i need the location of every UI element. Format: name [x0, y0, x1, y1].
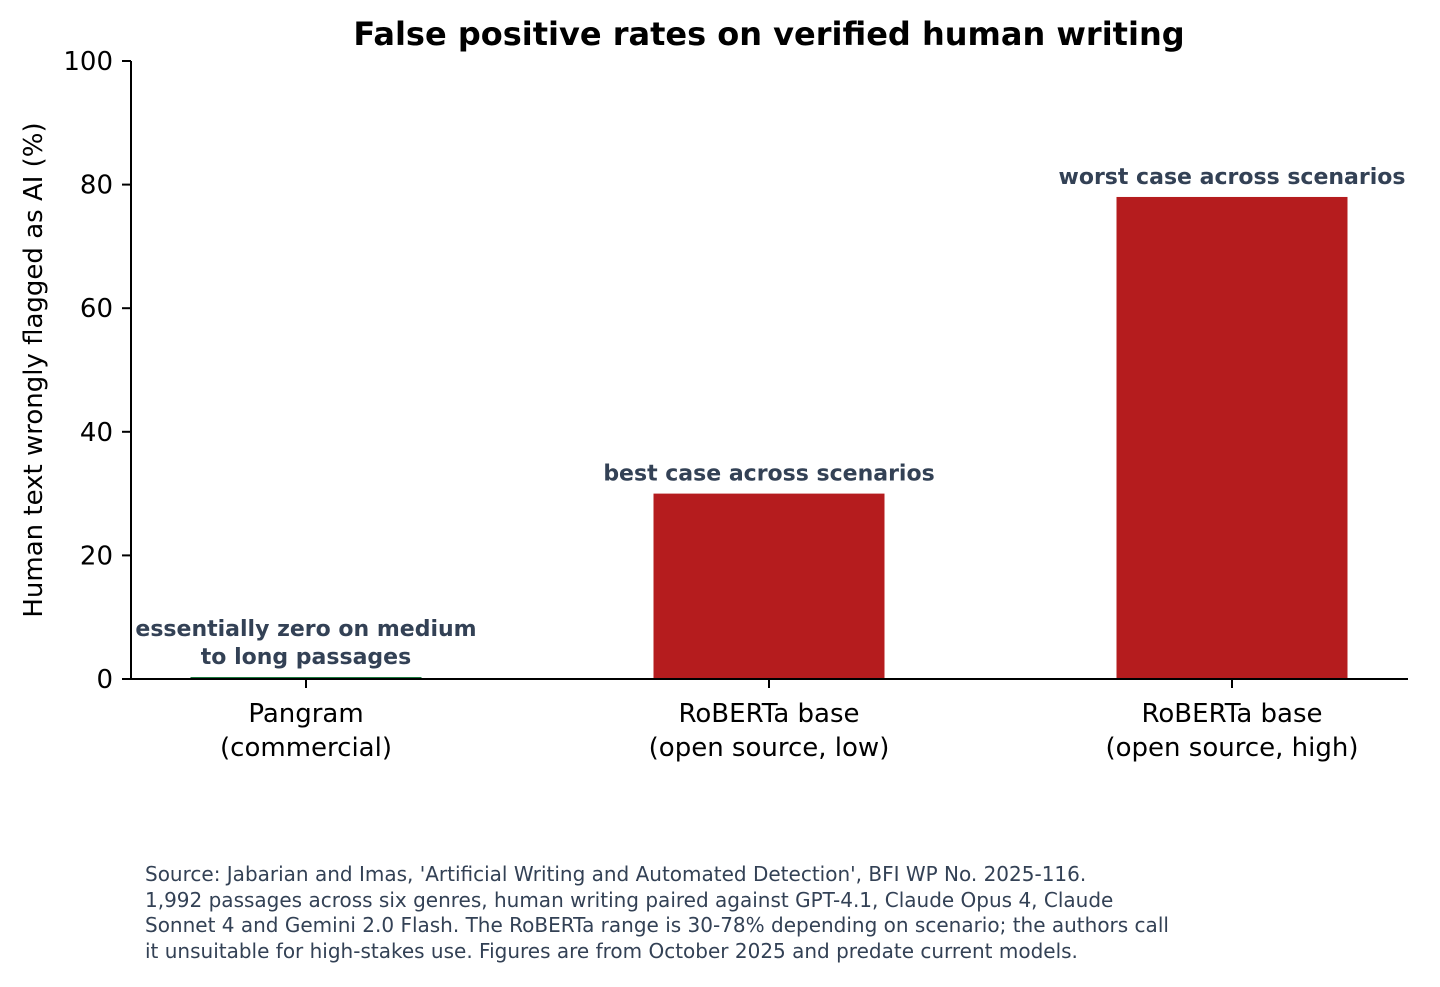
- y-tick-label: 80: [80, 171, 113, 201]
- y-axis-label: Human text wrongly flagged as AI (%): [19, 122, 49, 617]
- x-tick-label: RoBERTa base: [1142, 699, 1323, 729]
- bar-annotation: essentially zero on medium: [135, 617, 476, 642]
- y-tick-label: 0: [96, 665, 113, 695]
- y-tick-label: 40: [80, 418, 113, 448]
- source-note: Source: Jabarian and Imas, 'Artificial W…: [145, 862, 1295, 965]
- source-line: Source: Jabarian and Imas, 'Artificial W…: [145, 862, 1087, 886]
- x-tick-label: (open source, low): [649, 733, 890, 763]
- x-tick-label: (commercial): [220, 733, 392, 763]
- x-tick-label: RoBERTa base: [679, 699, 860, 729]
- bar-annotation: best case across scenarios: [603, 462, 934, 487]
- x-tick-label: (open source, high): [1106, 733, 1359, 763]
- y-tick-label: 60: [80, 294, 113, 324]
- chart-title: False positive rates on verified human w…: [353, 15, 1184, 53]
- y-tick-label: 20: [80, 541, 113, 571]
- bar: [1116, 196, 1348, 679]
- bar-annotation: to long passages: [201, 645, 411, 670]
- source-line: 1,992 passages across six genres, human …: [145, 887, 1114, 912]
- bar-annotation: worst case across scenarios: [1059, 165, 1406, 190]
- x-tick-label: Pangram: [248, 699, 363, 729]
- bar: [653, 493, 885, 679]
- source-line: Sonnet 4 and Gemini 2.0 Flash. The RoBER…: [145, 913, 1169, 938]
- y-tick-label: 100: [63, 47, 113, 77]
- source-line: it unsuitable for high-stakes use. Figur…: [145, 939, 1078, 964]
